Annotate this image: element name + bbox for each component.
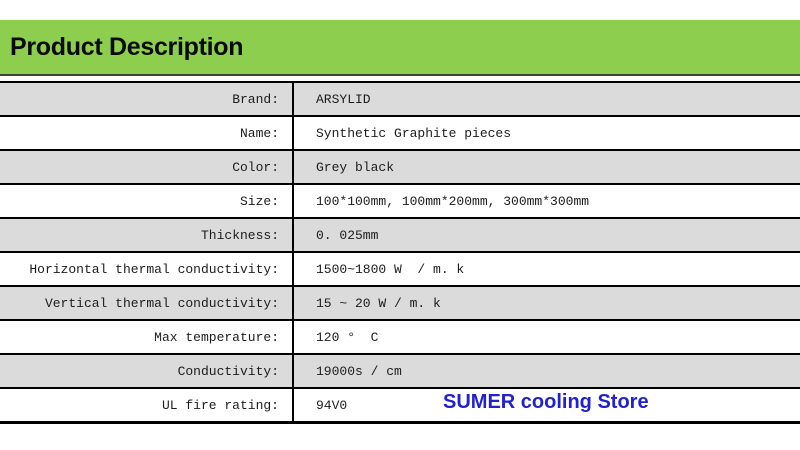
spec-label: Brand: [0,83,294,115]
spec-value: 1500~1800 W / m. k [316,261,465,277]
spec-value: 0. 025mm [316,227,379,243]
spec-value: 120 ° C [316,329,379,345]
table-row: Size: 100*100mm, 100mm*200mm, 300mm*300mm [0,185,800,219]
spec-value: Synthetic Graphite pieces [316,125,512,141]
table-row: Brand: ARSYLID [0,83,800,117]
section-header: Product Description [0,20,800,76]
spec-value: Grey black [316,159,395,175]
spec-label: Size: [0,185,294,217]
spec-value: 19000s / cm [316,363,402,379]
table-row: Thickness: 0. 025mm [0,219,800,253]
table-row: Conductivity: 19000s / cm [0,355,800,389]
spec-label: Conductivity: [0,355,294,387]
spec-value: 15 ~ 20 W / m. k [316,295,441,311]
spec-label: Vertical thermal conductivity: [0,287,294,319]
spec-label: Horizontal thermal conductivity: [0,253,294,285]
table-row: Vertical thermal conductivity: 15 ~ 20 W … [0,287,800,321]
table-row: Max temperature: 120 ° C [0,321,800,355]
spec-label: Color: [0,151,294,183]
product-description-page: Product Description SUMER cooling Store … [0,20,800,450]
page-title: Product Description [10,32,244,61]
spec-value: ARSYLID [316,91,371,107]
spec-label: UL fire rating: [0,389,294,421]
spec-label: Name: [0,117,294,149]
spec-value: 100*100mm, 100mm*200mm, 300mm*300mm [316,193,590,209]
table-row: UL fire rating: 94V0 [0,389,800,421]
table-row: Color: Grey black [0,151,800,185]
spec-label: Thickness: [0,219,294,251]
spec-value: 94V0 [316,397,348,413]
spec-table: SUMER cooling Store Brand: ARSYLID Name: Sy… [0,81,800,424]
table-row: Name: Synthetic Graphite pieces [0,117,800,151]
store-name-watermark: SUMER cooling Store [443,391,649,413]
table-row: Horizontal thermal conductivity: 1500~180… [0,253,800,287]
spec-label: Max temperature: [0,321,294,353]
